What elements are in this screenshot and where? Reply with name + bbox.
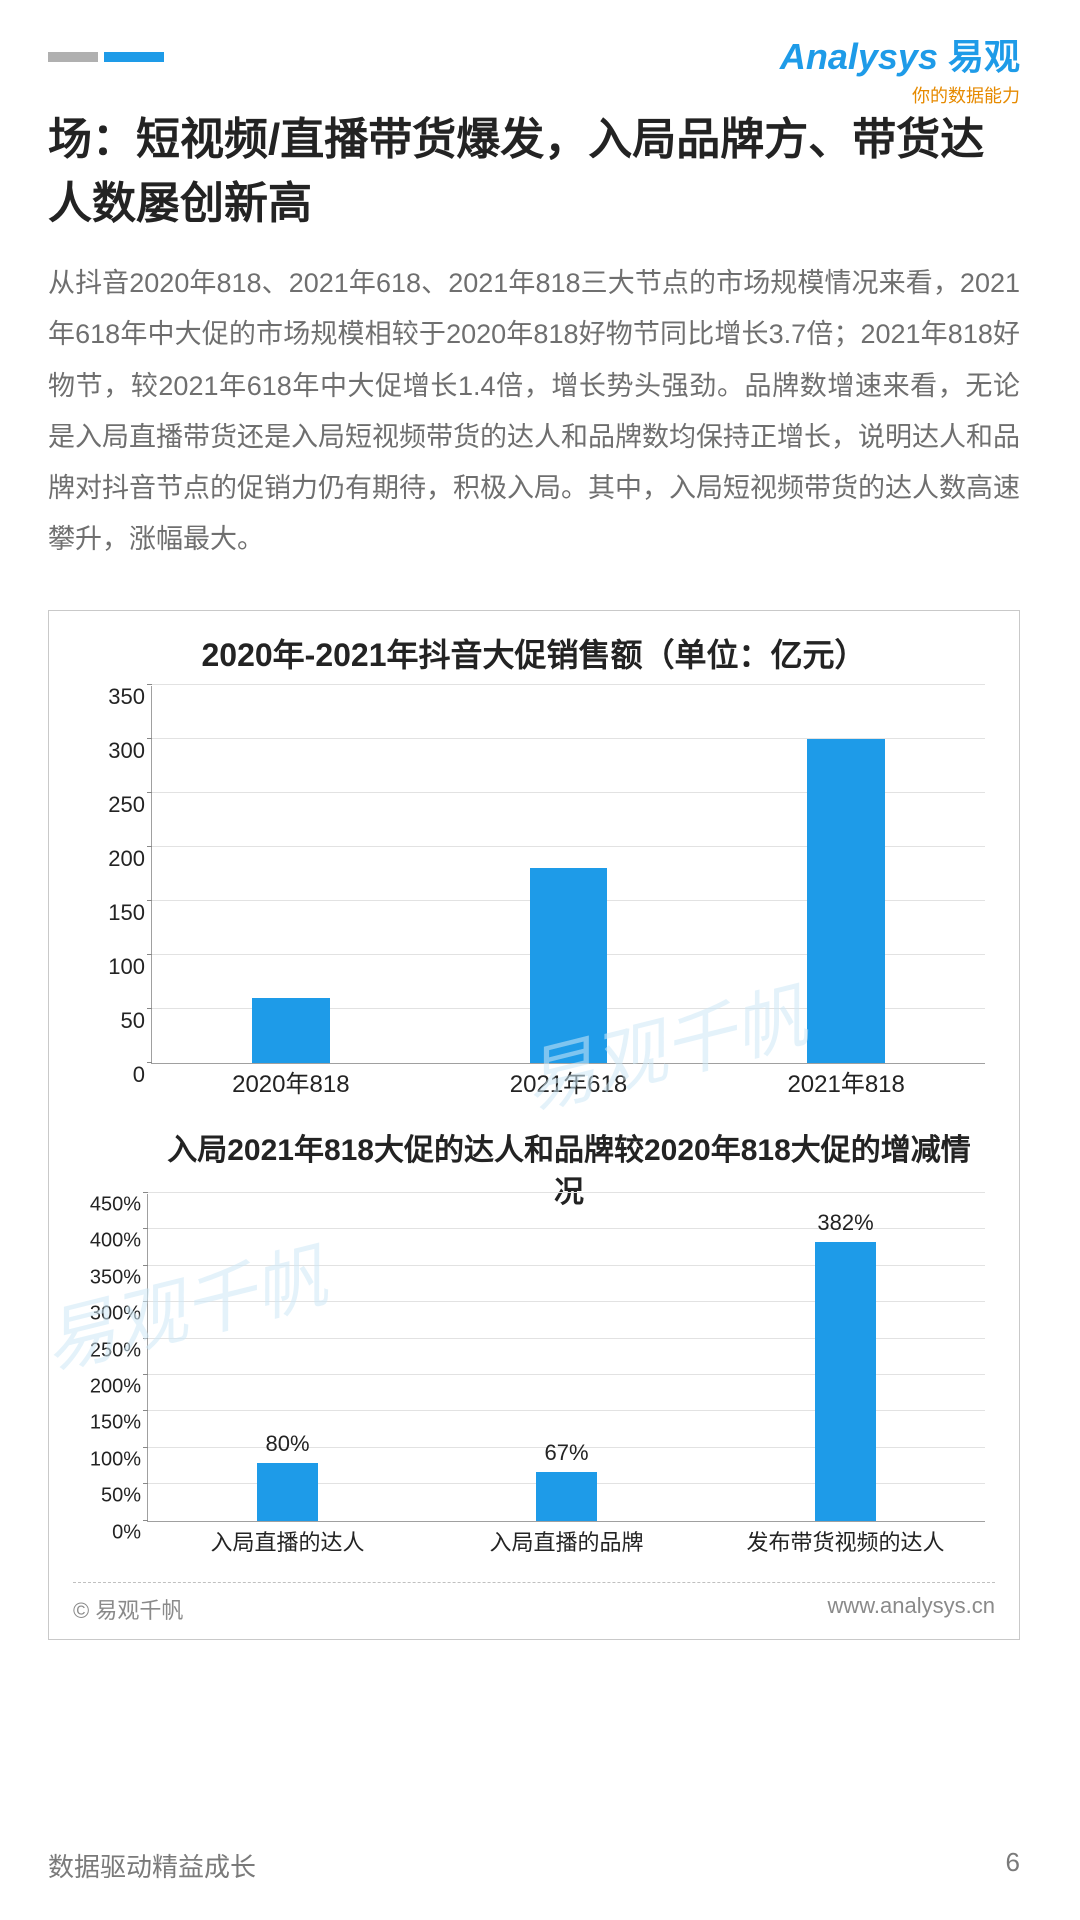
gridline [148, 1192, 985, 1193]
x-tick-label: 2021年818 [787, 1064, 904, 1099]
page-footer: 数据驱动精益成长 6 [48, 1847, 1020, 1884]
y-tick-label: 250% [73, 1339, 141, 1362]
x-tick-label: 2021年618 [510, 1064, 627, 1099]
x-tick-label: 发布带货视频的达人 [746, 1525, 944, 1557]
bar-value-label: 80% [265, 1431, 309, 1457]
y-tick-label: 0% [73, 1521, 141, 1544]
brand-tagline: 你的数据能力 [780, 82, 1020, 108]
y-tick-label: 300% [73, 1303, 141, 1326]
y-tick-label: 150% [73, 1412, 141, 1435]
brand-cn: 易观 [948, 36, 1020, 77]
footer-left: 数据驱动精益成长 [48, 1847, 256, 1884]
y-tick-label: 350% [73, 1266, 141, 1289]
y-tick-label: 100% [73, 1448, 141, 1471]
gridline [152, 684, 985, 685]
brand-logo: Analysys易观 你的数据能力 [780, 28, 1020, 108]
charts-container: 2020年-2021年抖音大促销售额（单位：亿元） 2020年8182021年6… [48, 610, 1020, 1640]
y-tick-label: 150 [75, 900, 145, 926]
chart-source: © 易观千帆 [73, 1593, 183, 1625]
x-tick-label: 入局直播的品牌 [489, 1525, 643, 1557]
y-tick-label: 200% [73, 1376, 141, 1399]
y-tick-label: 50 [75, 1008, 145, 1034]
bar [536, 1472, 597, 1521]
bar [815, 1242, 876, 1520]
chart1-title: 2020年-2021年抖音大促销售额（单位：亿元） [73, 633, 995, 678]
y-tick-label: 0 [75, 1062, 145, 1088]
y-tick-label: 300 [75, 738, 145, 764]
bar [252, 998, 330, 1063]
brand-en: Analysys [780, 36, 938, 77]
x-tick-label: 入局直播的达人 [210, 1525, 364, 1557]
y-tick-label: 200 [75, 846, 145, 872]
bar [807, 739, 885, 1063]
chart-footer: © 易观千帆 www.analysys.cn [73, 1582, 995, 1625]
y-tick-label: 250 [75, 792, 145, 818]
bar-value-label: 67% [544, 1440, 588, 1466]
accent-bar-gray [48, 52, 98, 62]
y-tick-label: 100 [75, 954, 145, 980]
brand-logo-main: Analysys易观 [780, 28, 1020, 80]
y-tick-label: 450% [73, 1193, 141, 1216]
bar [530, 868, 608, 1062]
y-tick-label: 350 [75, 684, 145, 710]
header-accent-bars [48, 52, 164, 62]
y-tick-label: 400% [73, 1230, 141, 1253]
accent-bar-blue [104, 52, 164, 62]
chart2: 入局2021年818大促的达人和品牌较2020年818大促的增减情况 80%入局… [73, 1134, 995, 1564]
bar [257, 1463, 318, 1521]
chart-url: www.analysys.cn [827, 1593, 995, 1625]
bar-value-label: 382% [817, 1210, 873, 1236]
page-number: 6 [1006, 1847, 1020, 1884]
page-headline: 场：短视频/直播带货爆发，入局品牌方、带货达人数屡创新高 [48, 108, 1020, 236]
chart1: 2020年8182021年6182021年818 050100150200250… [73, 686, 995, 1106]
chart2-plot-area: 80%入局直播的达人67%入局直播的品牌382%发布带货视频的达人 [147, 1194, 985, 1522]
y-tick-label: 50% [73, 1485, 141, 1508]
body-paragraph: 从抖音2020年818、2021年618、2021年818三大节点的市场规模情况… [48, 258, 1020, 566]
x-tick-label: 2020年818 [232, 1064, 349, 1099]
chart1-plot-area: 2020年8182021年6182021年818 [151, 686, 985, 1064]
